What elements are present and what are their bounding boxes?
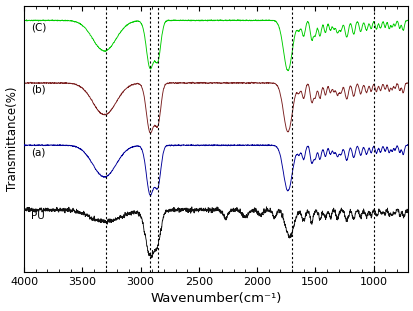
X-axis label: Wavenumber(cm⁻¹): Wavenumber(cm⁻¹)	[150, 292, 281, 305]
Y-axis label: Transmittance(%): Transmittance(%)	[5, 86, 19, 191]
Text: (b): (b)	[31, 85, 45, 95]
Text: (a): (a)	[31, 147, 45, 157]
Text: PU: PU	[31, 211, 45, 221]
Text: (C): (C)	[31, 22, 46, 32]
